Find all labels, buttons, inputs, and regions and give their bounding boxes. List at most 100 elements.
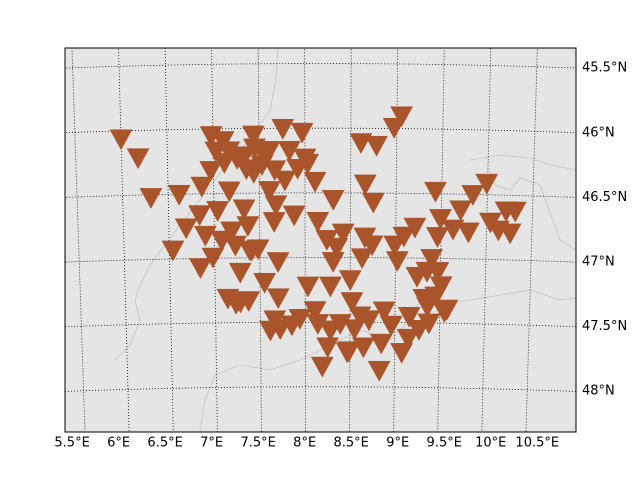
station-marker [503, 201, 527, 223]
y-tick-label: 48°N [582, 384, 615, 399]
x-tick-label: 5.5°E [54, 436, 89, 451]
station-marker [316, 337, 340, 359]
station-marker [264, 195, 288, 217]
x-tick-label: 8°E [293, 436, 316, 451]
station-marker [303, 171, 327, 193]
station-marker [174, 218, 198, 240]
station-marker [379, 315, 403, 337]
station-marker [217, 181, 241, 203]
station-marker [420, 249, 444, 270]
station-marker [360, 235, 384, 257]
y-tick-label: 46°N [582, 125, 615, 140]
stations [109, 106, 527, 382]
x-tick-label: 9°E [386, 436, 409, 451]
x-tick-label: 9.5°E [427, 436, 462, 451]
station-marker [266, 252, 290, 273]
station-marker [220, 221, 244, 243]
station-marker [361, 192, 385, 214]
y-tick-label: 47.5°N [582, 319, 627, 334]
station-marker [392, 226, 416, 248]
station-marker [277, 140, 301, 162]
x-tick-label: 6.5°E [147, 436, 182, 451]
y-tick-label: 46.5°N [582, 190, 627, 205]
station-marker [435, 299, 459, 321]
station-marker [331, 223, 355, 245]
station-marker [369, 333, 393, 355]
station-marker [126, 148, 150, 170]
station-marker [426, 227, 449, 248]
station-marker [167, 184, 191, 206]
station-marker [337, 341, 361, 363]
station-marker [315, 230, 339, 251]
station-marker [190, 176, 214, 198]
station-marker [241, 125, 265, 147]
station-marker [206, 201, 230, 222]
station-marker [405, 266, 429, 288]
station-marker [396, 328, 420, 350]
station-marker [306, 212, 330, 233]
x-tick-label: 10°E [475, 436, 506, 451]
station-marker [318, 276, 342, 298]
station-marker [188, 205, 211, 227]
x-tick-label: 6°E [107, 436, 130, 451]
map-frame [64, 47, 577, 433]
station-marker [161, 240, 185, 262]
map-background [65, 48, 576, 432]
station-marker [338, 270, 362, 292]
x-tick-label: 7°E [200, 436, 223, 451]
station-marker [303, 301, 327, 322]
station-marker [257, 181, 281, 202]
station-marker [441, 219, 465, 241]
parallel [65, 192, 576, 198]
station-marker [237, 291, 261, 313]
station-marker [216, 288, 240, 310]
parallel [65, 63, 576, 69]
station-marker [390, 343, 414, 364]
station-marker [232, 199, 256, 221]
station-marker [365, 135, 388, 157]
station-marker [424, 181, 447, 203]
station-marker [498, 223, 522, 245]
station-marker [139, 188, 163, 209]
station-marker [273, 170, 297, 192]
station-marker [397, 306, 421, 328]
station-marker [325, 237, 349, 259]
station-marker [350, 248, 374, 270]
y-tick-label: 45.5°N [582, 61, 627, 76]
station-marker [263, 310, 287, 332]
station-marker [390, 106, 414, 128]
station-marker [351, 337, 375, 359]
station-marker [290, 122, 314, 144]
station-marker [288, 309, 312, 330]
station-marker [263, 160, 287, 182]
x-tick-label: 10.5°E [515, 436, 559, 451]
station-marker [456, 222, 480, 244]
parallel [65, 257, 576, 263]
border [489, 169, 576, 251]
station-marker [109, 129, 133, 151]
station-marker [321, 252, 345, 273]
station-marker [228, 262, 252, 284]
x-tick-label: 8.5°E [334, 436, 369, 451]
station-marker [199, 161, 223, 182]
station-marker [296, 153, 320, 175]
station-marker [211, 131, 235, 152]
station-marker [310, 356, 334, 378]
station-marker [461, 185, 485, 206]
station-marker [266, 288, 290, 310]
station-marker [271, 119, 295, 140]
y-tick-label: 47°N [582, 255, 615, 270]
station-marker [475, 173, 499, 195]
station-marker [353, 174, 377, 196]
station-marker [349, 133, 373, 155]
station-marker [383, 235, 407, 257]
station-marker [201, 247, 225, 269]
station-marker [232, 146, 256, 168]
station-marker [340, 292, 364, 314]
station-marker [236, 216, 260, 238]
station-marker [282, 205, 306, 227]
station-marker [449, 200, 473, 222]
station-marker [429, 209, 452, 230]
station-marker [372, 301, 396, 323]
